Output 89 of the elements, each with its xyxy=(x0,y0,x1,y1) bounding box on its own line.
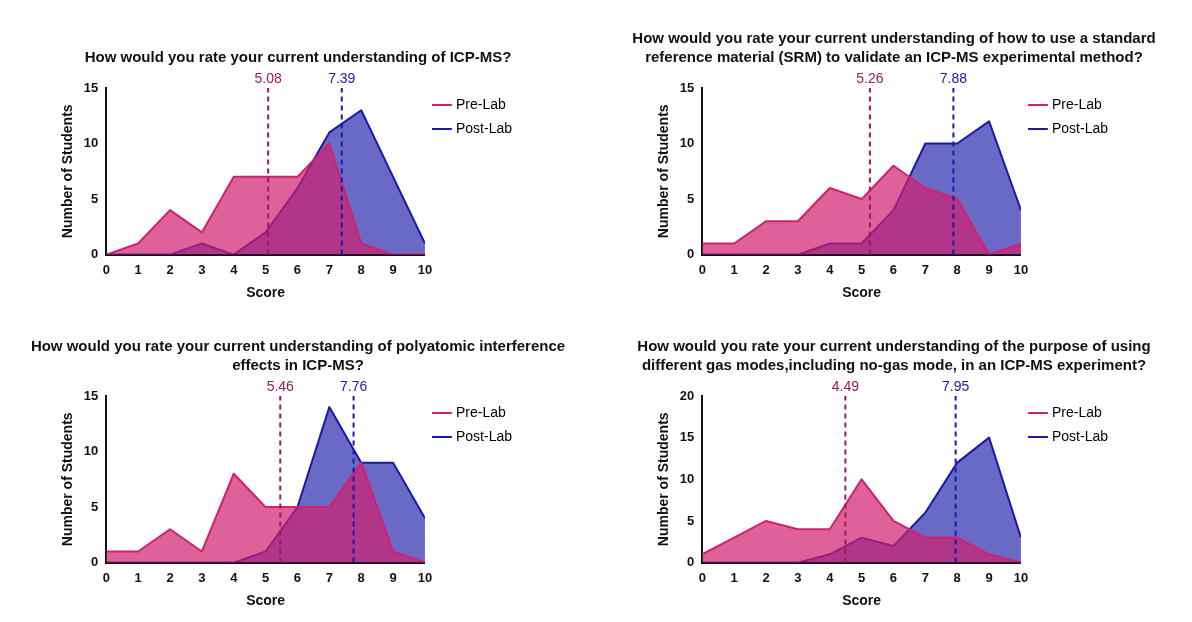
x-tick-label: 6 xyxy=(889,261,898,277)
y-tick-label: 5 xyxy=(687,190,695,206)
legend-label: Pre-Lab xyxy=(455,403,506,420)
x-tick-label: 5 xyxy=(858,261,866,277)
ref-line-label: 7.76 xyxy=(339,377,368,394)
x-tick-label: 6 xyxy=(293,261,302,277)
x-tick-label: 1 xyxy=(134,569,142,585)
x-axis-title: Score xyxy=(842,592,882,609)
y-tick-label: 0 xyxy=(687,246,695,262)
x-tick-label: 6 xyxy=(293,569,302,585)
x-tick-label: 6 xyxy=(889,569,898,585)
legend-label: Pre-Lab xyxy=(1051,95,1102,112)
x-tick-label: 4 xyxy=(826,261,835,277)
ref-line-label: 5.26 xyxy=(856,69,884,86)
y-axis-title: Number of Students xyxy=(655,104,672,239)
y-tick-label: 5 xyxy=(687,512,695,528)
x-tick-label: 5 xyxy=(262,261,270,277)
x-tick-label: 8 xyxy=(953,261,961,277)
y-tick-label: 0 xyxy=(91,554,99,570)
x-tick-label: 8 xyxy=(357,261,365,277)
x-tick-label: 0 xyxy=(102,569,110,585)
y-tick-label: 10 xyxy=(679,470,695,486)
x-tick-label: 8 xyxy=(953,569,961,585)
y-tick-label: 20 xyxy=(679,387,695,403)
x-tick-label: 2 xyxy=(166,261,174,277)
x-tick-label: 2 xyxy=(166,569,174,585)
x-tick-label: 10 xyxy=(1013,569,1029,585)
y-tick-label: 5 xyxy=(91,190,99,206)
x-tick-label: 9 xyxy=(985,569,993,585)
y-tick-label: 15 xyxy=(679,429,695,445)
y-tick-label: 15 xyxy=(679,79,695,95)
ref-line-label: 7.88 xyxy=(939,69,968,86)
x-tick-label: 4 xyxy=(230,569,239,585)
y-axis-title: Number of Students xyxy=(655,412,672,547)
x-tick-label: 10 xyxy=(1013,261,1029,277)
y-tick-label: 10 xyxy=(679,135,695,151)
y-tick-label: 5 xyxy=(91,498,99,514)
legend-label: Post-Lab xyxy=(1051,119,1109,136)
x-tick-label: 9 xyxy=(389,261,397,277)
x-tick-label: 7 xyxy=(325,261,333,277)
x-tick-label: 7 xyxy=(921,569,929,585)
x-axis-title: Score xyxy=(246,284,286,301)
x-tick-label: 7 xyxy=(921,261,929,277)
chart-title: How would you rate your current understanding of the purpose of using different gas modes,including no-gas mode, in an ICP-MS experiment? xyxy=(636,336,1152,374)
y-tick-label: 0 xyxy=(91,246,99,262)
ref-line-label: 4.49 xyxy=(831,377,860,394)
chart-title: How would you rate your current understanding of how to use a standard reference material (SRM) to validate an ICP-MS experimental method? xyxy=(631,28,1157,66)
ref-line-label: 5.46 xyxy=(266,377,295,394)
legend-label: Post-Lab xyxy=(455,119,513,136)
x-tick-label: 0 xyxy=(698,569,706,585)
x-tick-label: 2 xyxy=(762,261,770,277)
x-tick-label: 0 xyxy=(698,261,706,277)
y-tick-label: 15 xyxy=(83,79,99,95)
x-tick-label: 1 xyxy=(730,261,738,277)
x-tick-label: 3 xyxy=(198,569,206,585)
y-tick-label: 10 xyxy=(83,443,99,459)
chart-title: How would you rate your current understanding of ICP-MS? xyxy=(83,47,513,66)
x-tick-label: 9 xyxy=(985,261,993,277)
legend-label: Post-Lab xyxy=(455,427,513,444)
x-tick-label: 10 xyxy=(417,569,433,585)
legend-label: Pre-Lab xyxy=(455,95,506,112)
chart-title: How would you rate your current understanding of polyatomic interference effects in ICP-MS? xyxy=(30,336,566,374)
y-axis-title: Number of Students xyxy=(59,412,76,547)
x-tick-label: 10 xyxy=(417,261,433,277)
x-tick-label: 1 xyxy=(730,569,738,585)
x-axis-title: Score xyxy=(842,284,882,301)
x-tick-label: 2 xyxy=(762,569,770,585)
y-tick-label: 0 xyxy=(687,554,695,570)
x-tick-label: 5 xyxy=(858,569,866,585)
x-tick-label: 4 xyxy=(230,261,239,277)
ref-line-label: 7.95 xyxy=(942,377,970,394)
x-tick-label: 5 xyxy=(262,569,270,585)
x-tick-label: 3 xyxy=(794,261,802,277)
x-tick-label: 0 xyxy=(102,261,110,277)
x-tick-label: 8 xyxy=(357,569,365,585)
legend-label: Pre-Lab xyxy=(1051,403,1102,420)
x-tick-label: 9 xyxy=(389,569,397,585)
legend-label: Post-Lab xyxy=(1051,427,1109,444)
ref-line-label: 5.08 xyxy=(254,69,282,86)
x-axis-title: Score xyxy=(246,592,286,609)
y-axis-title: Number of Students xyxy=(59,104,76,239)
x-tick-label: 1 xyxy=(134,261,142,277)
x-tick-label: 4 xyxy=(826,569,835,585)
y-tick-label: 10 xyxy=(83,135,99,151)
x-tick-label: 3 xyxy=(794,569,802,585)
x-tick-label: 3 xyxy=(198,261,206,277)
y-tick-label: 15 xyxy=(83,387,99,403)
ref-line-label: 7.39 xyxy=(328,69,356,86)
x-tick-label: 7 xyxy=(325,569,333,585)
